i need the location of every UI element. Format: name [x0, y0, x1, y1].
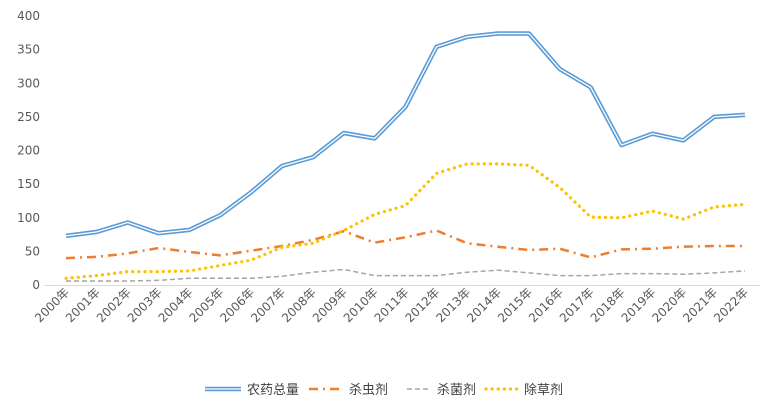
y-tick-labels: 0 50 100 150 200 250 300 350 400 — [17, 9, 40, 292]
y-tick-label: 0 — [32, 278, 40, 292]
series-line-2 — [65, 229, 745, 260]
legend-label-2: 杀虫剂 — [349, 383, 388, 398]
series-line-1-inner — [65, 32, 746, 237]
series-line-4 — [64, 162, 747, 280]
legend-label-1: 农药总量 — [247, 383, 299, 398]
x-tick-label: 2022年 — [711, 285, 751, 325]
legend-label-4: 除草剂 — [524, 383, 563, 398]
x-tick-labels: 2000年2001年2002年2003年2004年2005年2006年2007年… — [32, 285, 751, 325]
y-tick-label: 400 — [17, 9, 40, 23]
y-tick-label: 350 — [17, 43, 40, 57]
series-line-1 — [65, 31, 746, 239]
series-group — [64, 31, 747, 282]
y-tick-label: 200 — [17, 144, 40, 158]
y-tick-label: 100 — [17, 211, 40, 225]
y-tick-label: 50 — [25, 244, 40, 258]
series-line-3 — [66, 268, 746, 282]
y-tick-label: 300 — [17, 76, 40, 90]
y-tick-label: 150 — [17, 177, 40, 191]
legend-label-3: 杀菌剂 — [437, 383, 476, 398]
legend: 农药总量 杀虫剂 杀菌剂 除草剂 — [205, 383, 563, 398]
y-tick-label: 250 — [17, 110, 40, 124]
